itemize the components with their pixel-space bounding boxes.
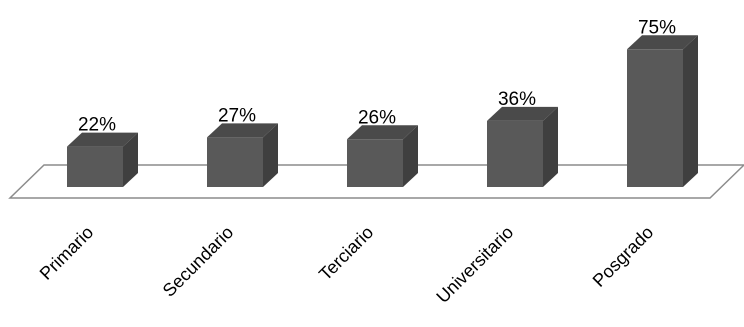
bar-top-posgrado <box>627 35 698 50</box>
bar-primario <box>67 146 123 187</box>
data-label-universitario: 36% <box>498 89 536 110</box>
category-label-posgrado: Posgrado <box>589 222 658 291</box>
bar-side-universitario <box>543 106 558 187</box>
category-label-primario: Primario <box>36 222 98 284</box>
category-label-secundario: Secundario <box>159 222 238 301</box>
bar-terciario <box>347 139 403 187</box>
bar-posgrado <box>627 49 683 187</box>
chart-floor <box>8 164 744 199</box>
data-label-posgrado: 75% <box>638 17 676 38</box>
bar-side-secundario <box>263 123 278 187</box>
bar-side-primario <box>123 132 138 187</box>
bar-universitario <box>487 120 543 187</box>
bar-top-secundario <box>207 123 278 138</box>
bar-secundario <box>207 137 263 187</box>
bar-top-universitario <box>487 106 558 121</box>
data-label-primario: 22% <box>78 115 116 136</box>
bar-top-primario <box>67 132 138 147</box>
bar-side-terciario <box>403 125 418 187</box>
data-label-secundario: 27% <box>218 105 256 126</box>
category-label-universitario: Universitario <box>432 222 517 307</box>
bar-top-terciario <box>347 125 418 140</box>
category-label-terciario: Terciario <box>315 222 377 284</box>
data-label-terciario: 26% <box>358 107 396 128</box>
bars-group <box>67 35 698 187</box>
bar-side-posgrado <box>683 35 698 187</box>
